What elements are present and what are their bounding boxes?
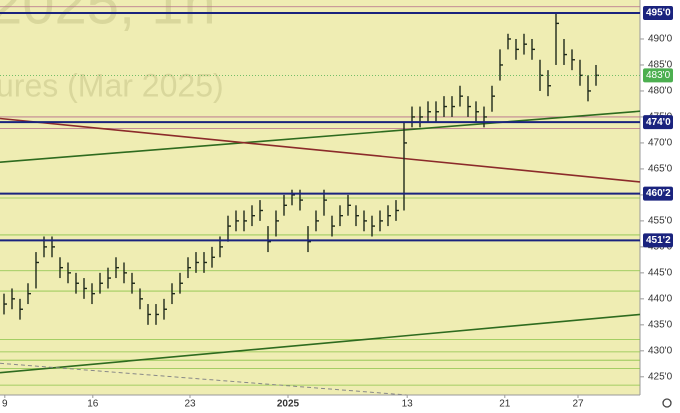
y-tick-label: 465'0	[648, 164, 673, 175]
y-tick-label: 455'0	[648, 216, 673, 227]
y-tick-label: 425'0	[648, 371, 673, 382]
y-tick-label: 445'0	[648, 268, 673, 279]
y-tick-label: 480'0	[648, 86, 673, 97]
y-tick-label: 430'0	[648, 345, 673, 356]
trend-line	[0, 313, 641, 374]
trend-line	[0, 110, 641, 163]
level-label: 451'2	[646, 235, 671, 246]
level-label-box	[643, 186, 673, 201]
level-label: 495'0	[646, 8, 671, 19]
x-tick-label: 27	[572, 399, 584, 410]
settings-icon[interactable]	[662, 398, 672, 408]
watermark: 2025, 1h	[0, 0, 216, 36]
current-price-label: 483'0	[646, 70, 671, 81]
y-tick-label: 440'0	[648, 293, 673, 304]
y-tick-label: 490'0	[648, 34, 673, 45]
x-tick-label: 2025	[277, 399, 300, 410]
watermark: ures (Mar 2025)	[0, 67, 224, 103]
current-price-box	[643, 68, 673, 83]
y-tick-label: 485'0	[648, 60, 673, 71]
x-tick-label: 13	[402, 399, 414, 410]
x-tick-label: 23	[184, 399, 196, 410]
trend-line	[0, 117, 641, 183]
level-label-box	[643, 115, 673, 130]
plot-background	[0, 0, 640, 395]
level-label: 474'0	[646, 117, 671, 128]
level-label-box	[643, 5, 673, 20]
level-label: 460'2	[646, 188, 671, 199]
x-tick-label: 16	[87, 399, 99, 410]
x-tick-label: 21	[499, 399, 511, 410]
time-axis	[0, 395, 640, 413]
y-tick-label: 470'0	[648, 138, 673, 149]
y-tick-label: 435'0	[648, 319, 673, 330]
x-tick-label: 9	[2, 399, 8, 410]
trend-line	[0, 362, 407, 396]
level-label-box	[643, 233, 673, 248]
